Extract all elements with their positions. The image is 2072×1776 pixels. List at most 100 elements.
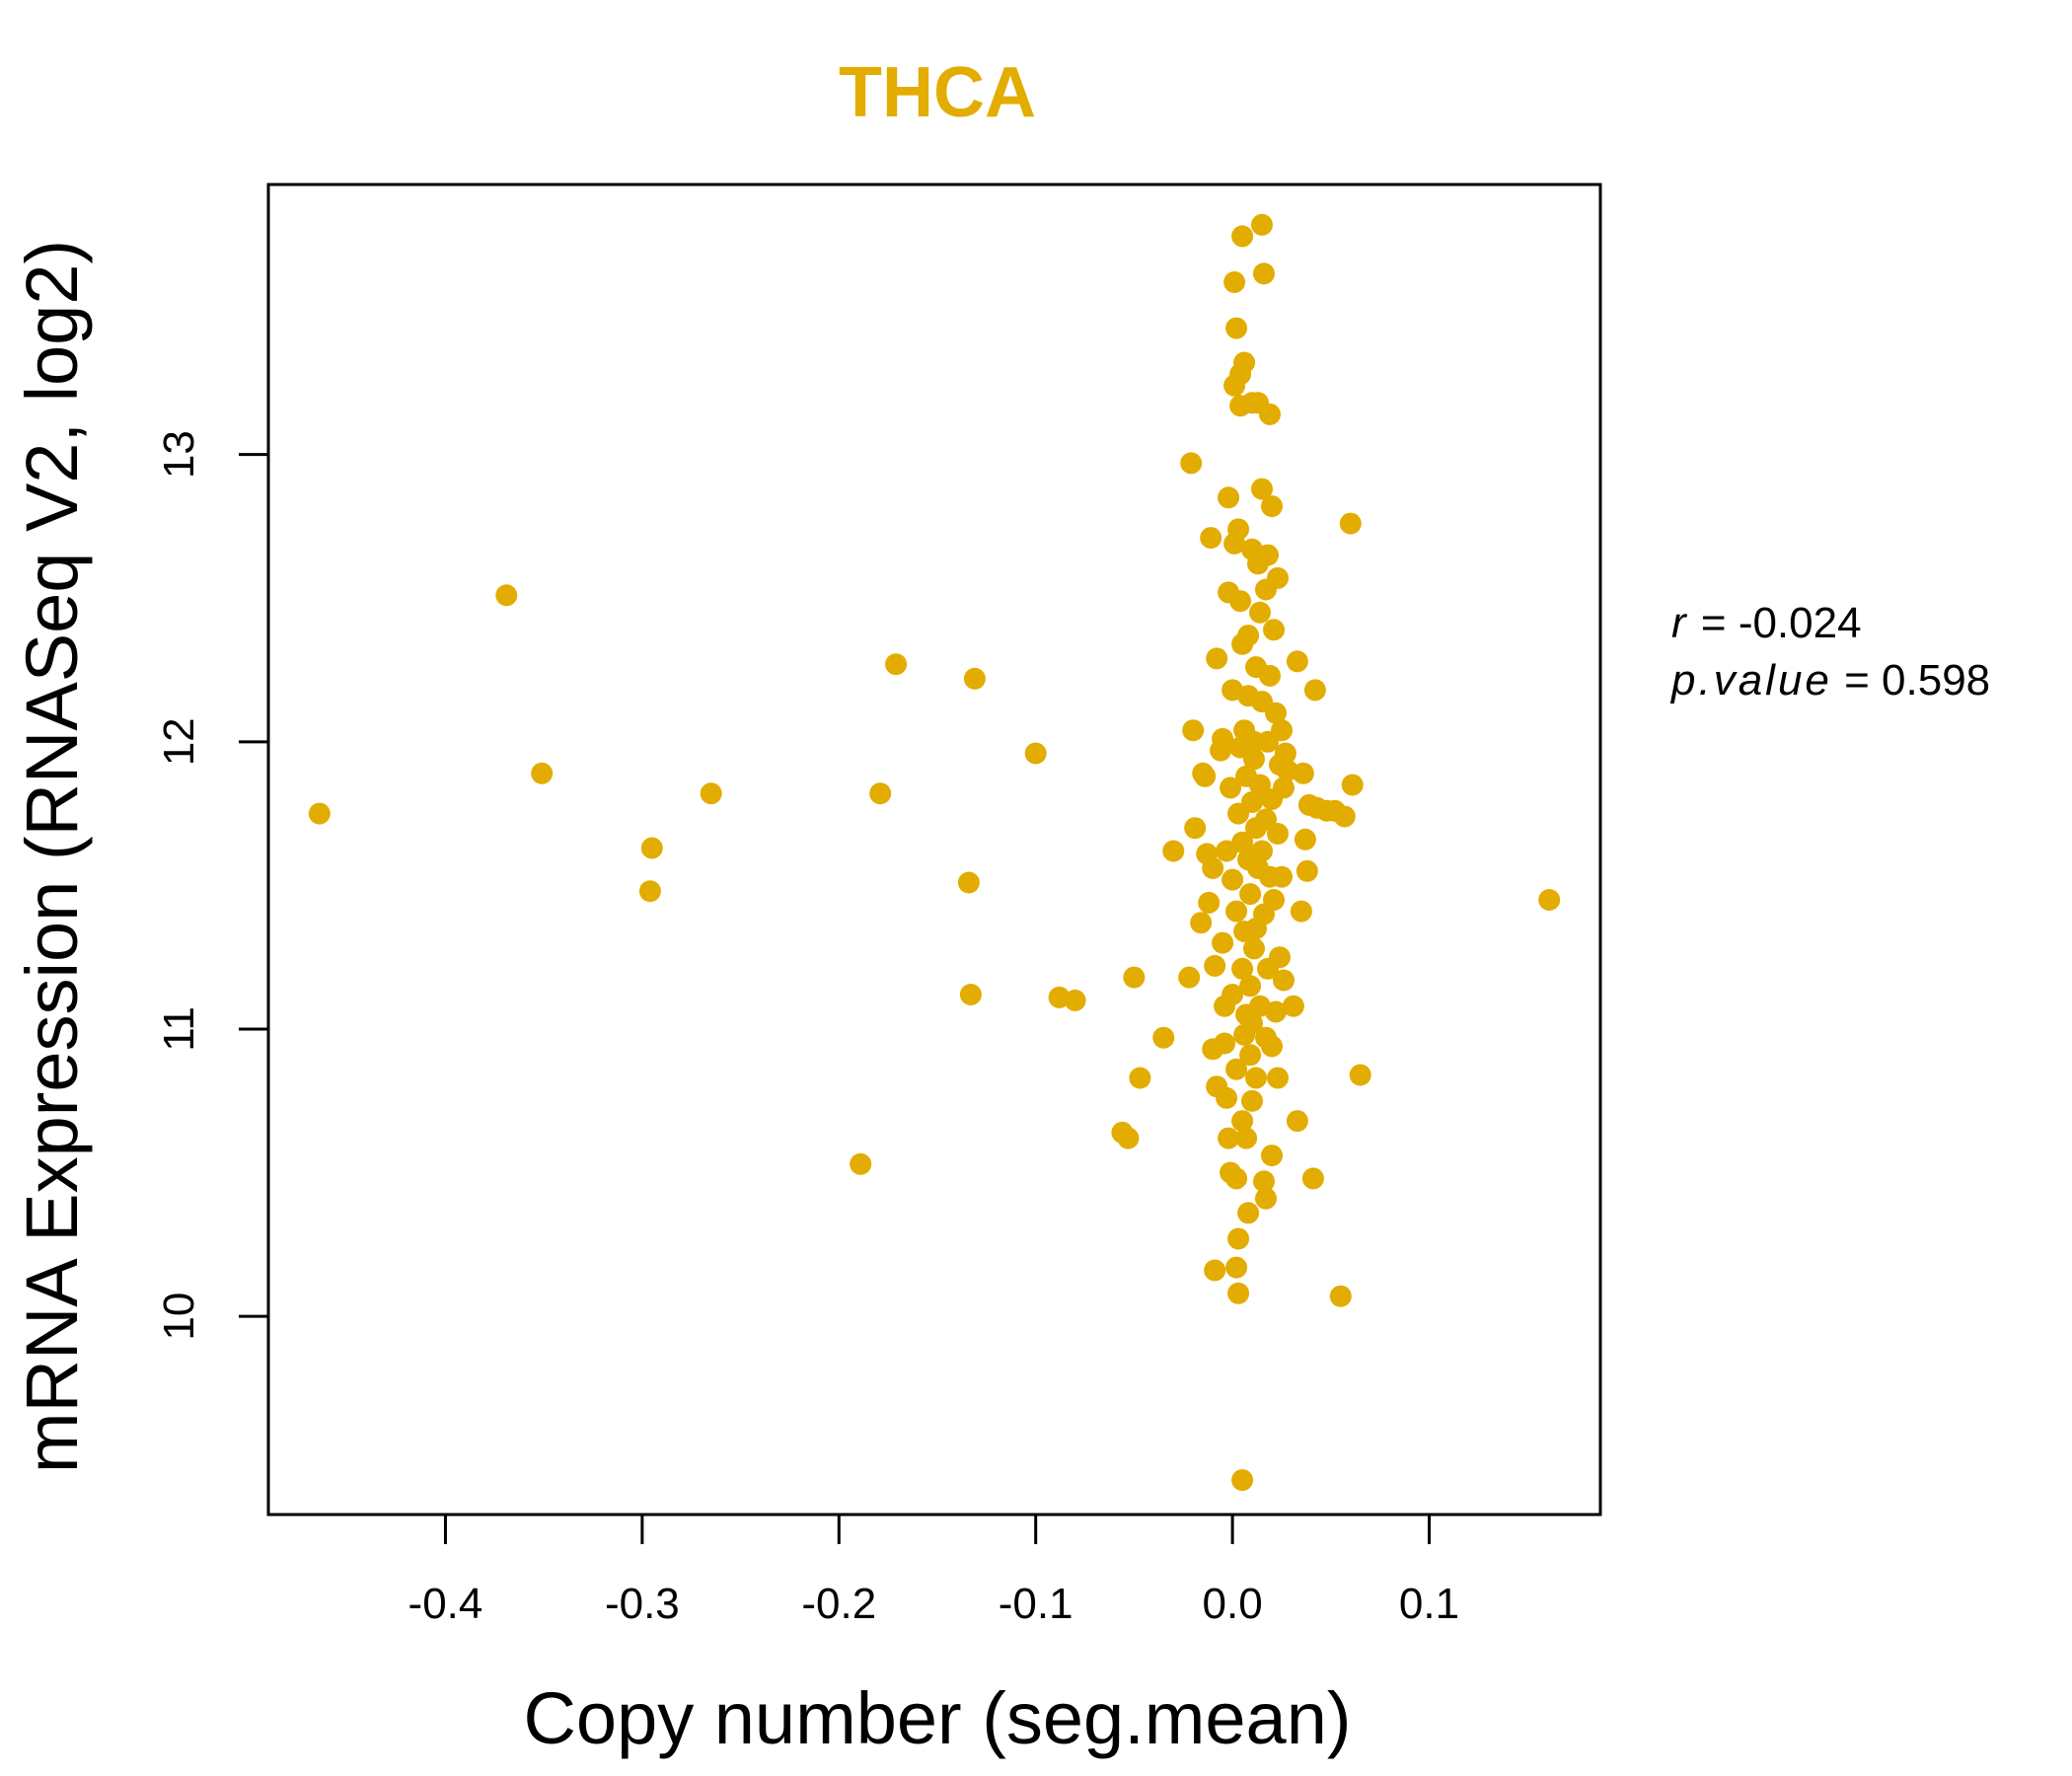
data-point [1064,989,1086,1011]
data-point [959,984,982,1005]
r-label: r [1671,599,1689,647]
data-point [1214,1032,1236,1055]
data-point [1286,650,1308,673]
data-point [1231,1469,1254,1492]
points-layer [308,213,1561,1492]
x-axis-title: Copy number (seg.mean) [523,1677,1351,1759]
chart-title: THCA [839,53,1036,132]
stats-annotation: r = -0.024 p.value = 0.598 [1669,599,1990,704]
data-point [1261,1035,1283,1058]
data-point [700,782,722,805]
data-point [1231,225,1254,248]
data-point [1024,742,1047,765]
data-point [869,782,892,805]
data-point [1290,900,1312,923]
data-point [1295,859,1318,882]
data-point [640,837,663,859]
data-point [1225,317,1248,339]
data-point [1333,805,1356,828]
data-point [1265,1000,1287,1023]
data-point [1261,495,1283,518]
data-point [1198,891,1221,914]
data-point [1271,719,1293,742]
data-point [1239,1044,1262,1067]
data-point [1269,946,1291,969]
data-point [1223,271,1246,293]
data-point [1184,817,1207,840]
data-point [1239,975,1262,998]
data-point [1237,625,1260,647]
data-point [1329,1285,1352,1307]
data-point [1273,777,1295,799]
data-point [1221,984,1244,1005]
data-point [1225,1256,1248,1279]
data-point [1286,1110,1308,1133]
y-tick-label: 13 [155,430,203,479]
data-point [1271,865,1293,888]
data-point [1206,647,1228,670]
data-point [1129,1067,1151,1089]
data-point [1212,727,1234,750]
data-point [1231,831,1254,853]
data-point [1267,1067,1289,1089]
data-point [1123,966,1146,989]
data-point [1249,774,1271,796]
data-point [638,880,661,903]
data-point [1253,1170,1275,1193]
data-point [1180,452,1203,475]
data-point [1218,486,1240,509]
data-point [1255,808,1277,831]
plot-frame [266,183,1602,1517]
p-label: p.value [1669,656,1832,704]
p-value: 0.598 [1882,656,1990,704]
data-point [1229,590,1252,613]
data-point [957,871,980,894]
y-tick-label: 10 [155,1293,203,1341]
data-point [1251,840,1273,862]
data-point [1204,1259,1226,1282]
y-tick-label: 11 [155,1006,203,1052]
data-point [1243,937,1265,960]
data-point [1245,1067,1267,1089]
data-point [1216,840,1238,862]
data-point [1294,828,1316,851]
data-point [1273,969,1295,992]
y-axis: 10 11 12 13 [155,430,270,1341]
data-point [885,653,908,676]
x-tick-label: 0.0 [1203,1580,1263,1628]
data-point [1225,900,1248,923]
data-point [963,667,986,690]
data-point [1303,679,1326,702]
data-point [1249,601,1271,624]
data-point [1202,856,1224,879]
data-point [1152,1026,1175,1049]
x-axis: -0.4 -0.3 -0.2 -0.1 0.0 0.1 [408,1513,1459,1628]
data-point [1237,1202,1260,1224]
data-point [1227,518,1250,541]
data-point [308,802,331,825]
data-point [1235,1127,1258,1149]
data-point [1227,1282,1250,1304]
data-point [1231,957,1254,980]
data-point [850,1152,872,1175]
data-point [1257,544,1279,566]
x-tick-label: 0.1 [1399,1580,1459,1628]
data-point [1239,883,1262,906]
data-point [1259,664,1281,687]
data-point [1265,702,1287,724]
data-point [1225,1058,1248,1080]
data-point [1339,512,1362,535]
data-point [1261,1145,1283,1167]
data-point [495,584,518,607]
data-point [1538,889,1561,911]
data-point [1301,1167,1324,1190]
data-point [1349,1064,1371,1086]
data-point [1178,966,1201,989]
data-point [1253,262,1275,285]
data-point [1341,774,1364,796]
data-point [1267,566,1289,589]
data-point [1216,1086,1238,1109]
data-point [1182,719,1205,742]
x-tick-label: -0.4 [408,1580,483,1628]
